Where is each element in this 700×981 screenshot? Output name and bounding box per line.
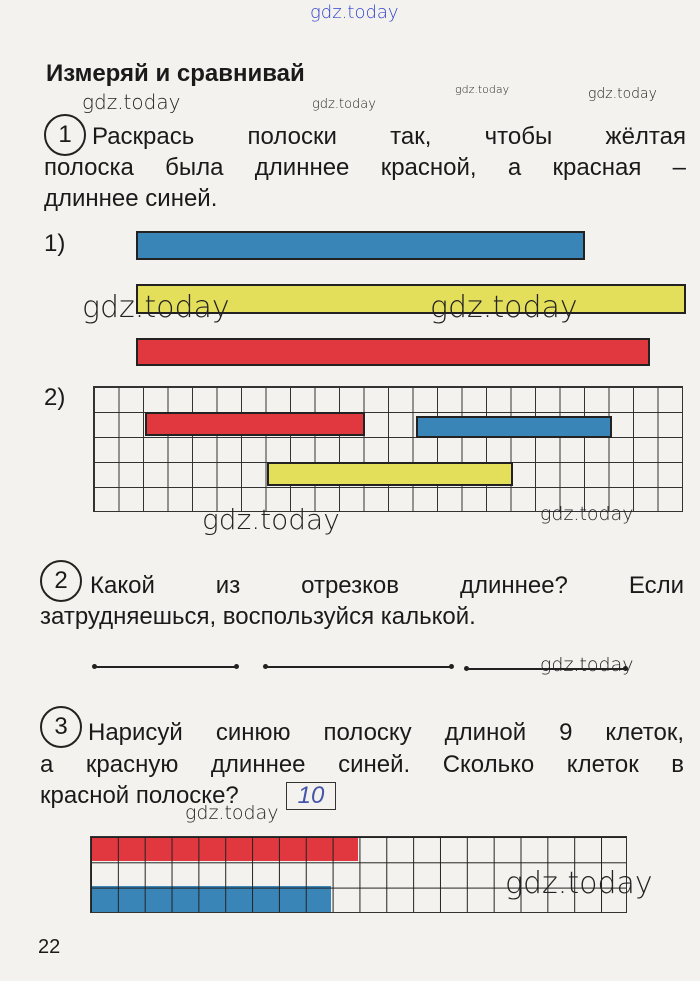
watermark: gdz.today	[455, 83, 510, 96]
task1-text: Раскрась полоски так, чтобы жёлтая	[92, 123, 686, 150]
blue-strip	[416, 416, 612, 438]
answer-box[interactable]: 10	[286, 782, 336, 810]
watermark: gdz.today	[430, 290, 578, 325]
yellow-strip	[136, 284, 686, 314]
section-title: Измеряй и сравнивай	[46, 60, 305, 87]
yellow-strip	[267, 462, 513, 486]
task3-text: Нарисуй синюю полоску длиной 9 клеток,	[88, 719, 684, 746]
watermark: gdz.today	[505, 866, 653, 901]
watermark: gdz.today	[202, 503, 340, 536]
task2-text: затрудняешься, воспользуйся калькой.	[40, 603, 476, 630]
segment-1	[92, 664, 239, 669]
segment-3	[464, 666, 628, 671]
task1-text: длиннее синей.	[44, 185, 218, 212]
part-label: 1)	[44, 230, 66, 257]
red-strip	[145, 412, 365, 436]
watermark: gdz.today	[310, 2, 399, 23]
watermark: gdz.today	[82, 90, 181, 114]
watermark: gdz.today	[82, 290, 230, 325]
segment-2	[263, 664, 454, 669]
watermark: gdz.today	[540, 503, 634, 525]
task-number: 1	[44, 114, 86, 156]
task3-text: а красную длиннее синей. Сколько клеток …	[40, 751, 684, 778]
task1-text: полоска была длиннее красной, а красная …	[44, 154, 686, 181]
grid-paper	[93, 386, 683, 512]
watermark: gdz.today	[540, 654, 634, 676]
part-label: 2)	[44, 384, 66, 411]
task-number: 2	[40, 560, 82, 602]
watermark: gdz.today	[312, 97, 376, 112]
watermark: gdz.today	[185, 802, 279, 824]
grid-paper	[90, 836, 627, 913]
task3-text: красной полоске?	[40, 782, 239, 809]
red-strip	[136, 338, 650, 366]
page-number: 22	[38, 936, 61, 958]
task-number: 3	[40, 706, 82, 748]
blue-strip	[136, 231, 585, 260]
watermark: gdz.today	[588, 86, 657, 102]
task2-text: Какой из отрезков длиннее? Если	[90, 572, 684, 599]
